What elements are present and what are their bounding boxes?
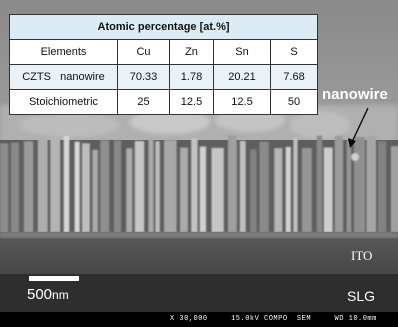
ito-layer-label: ITO: [351, 248, 373, 263]
slg-substrate-label: SLG: [347, 288, 376, 304]
row-label: CZTS nanowire: [9, 64, 118, 90]
table-title: Atomic percentage [at.%]: [8, 14, 319, 40]
scale-value: 500: [27, 286, 53, 303]
atomic-percentage-table: Atomic percentage [at.%] Elements Cu Zn …: [8, 14, 319, 115]
nanowire-array: [0, 135, 398, 234]
table-cell: 25: [117, 89, 170, 115]
column-header: Cu: [117, 39, 170, 65]
sem-info-footer: X 30,000 15.0kV COMPO SEM WD 10.0mm: [170, 315, 377, 323]
table-cell: 50: [269, 89, 319, 115]
scale-bar: [29, 276, 79, 281]
column-header: Sn: [213, 39, 271, 65]
scale-bar-label: 500nm: [27, 286, 69, 303]
column-header: Elements: [9, 39, 118, 65]
table-cell: 20.21: [213, 64, 271, 90]
column-header: S: [269, 39, 319, 65]
nanowire-pointer-arrow: [348, 107, 369, 148]
nanowire-label: nanowire: [322, 86, 388, 103]
scale-unit: nm: [52, 288, 69, 302]
table-cell: 7.68: [269, 64, 319, 90]
table-row: Stoichiometric 25 12.5 12.5 50: [9, 89, 319, 115]
column-header: Zn: [169, 39, 214, 65]
table-cell: 12.5: [213, 89, 271, 115]
row-label: Stoichiometric: [9, 89, 118, 115]
table-row: CZTS nanowire 70.33 1.78 20.21 7.68: [9, 64, 319, 90]
table-cell: 12.5: [169, 89, 214, 115]
table-cell: 1.78: [169, 64, 214, 90]
table-cell: 70.33: [117, 64, 170, 90]
